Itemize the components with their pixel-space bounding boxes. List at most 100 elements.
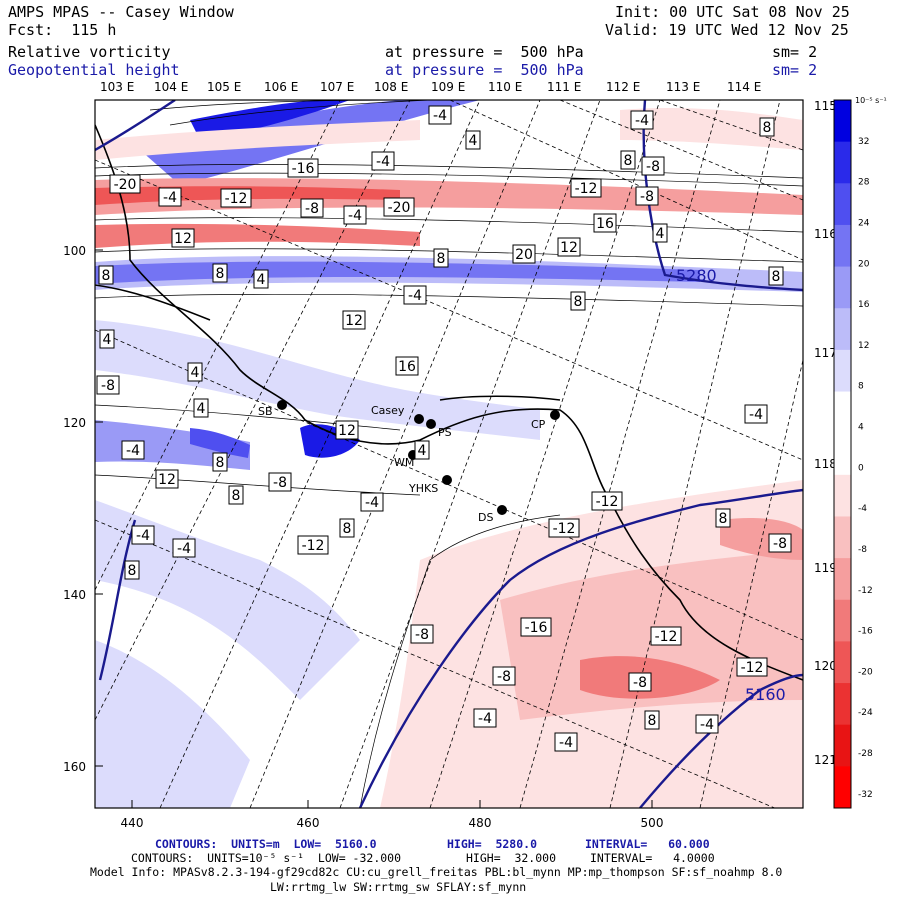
y-tick-labels: 100 120 140 160 [63,244,86,774]
svg-text:8: 8 [624,153,633,169]
colorbar-swatch [834,308,851,351]
svg-text:16: 16 [398,359,416,375]
vorticity-contour-label: -16 [287,158,319,178]
vorticity-contour-label: -8 [268,472,292,492]
colorbar-label: -16 [858,627,873,637]
svg-text:-4: -4 [126,443,140,459]
vorticity-contour-label: 4 [193,398,209,418]
station-label: WM [394,456,414,469]
footer-height-high: HIGH= 5280.0 [447,837,538,851]
vorticity-contour-label: -4 [744,404,768,424]
svg-text:-4: -4 [348,208,362,224]
vorticity-contour-label: -4 [473,708,497,728]
vorticity-contour-label: 12 [335,420,359,440]
field2-name: Geopotential height [8,61,180,79]
vorticity-contour-label: -12 [736,657,768,677]
coastline [95,124,803,681]
colorbar-swatch [834,516,851,559]
svg-text:-4: -4 [478,711,492,727]
vorticity-contour-label: -4 [360,492,384,512]
svg-text:-4: -4 [749,407,763,423]
svg-text:8: 8 [719,511,728,527]
vorticity-contour-label: 8 [768,266,784,286]
svg-text:8: 8 [763,120,772,136]
colorbar-label: 4 [858,423,864,433]
vorticity-contour-label: -4 [630,110,654,130]
svg-text:-16: -16 [525,620,548,636]
vorticity-contour-label: 16 [593,213,617,233]
colorbar-label: 24 [858,218,870,228]
vorticity-contour-label: 8 [212,452,228,472]
height-label: 5160 [745,685,786,704]
vorticity-contour-label: 4 [652,223,668,243]
field1-name: Relative vorticity [8,43,171,61]
vorticity-contour-label: -12 [220,188,252,208]
vorticity-contour-label: -4 [695,714,719,734]
svg-text:-4: -4 [700,717,714,733]
svg-text:-4: -4 [559,735,573,751]
lon-label: 103 E [100,80,134,94]
vorticity-contour-label: 8 [759,117,775,137]
colorbar-swatch [834,224,851,268]
footer-vort-high: HIGH= 32.000 [466,851,557,865]
vorticity-contour-label: 8 [715,508,731,528]
svg-text:12: 12 [174,231,192,247]
vorticity-contour-label: -4 [371,151,395,171]
vorticity-contour-label: -12 [570,178,602,198]
vorticity-contour-label: 8 [228,485,244,505]
svg-text:-4: -4 [163,190,177,206]
svg-text:20: 20 [515,247,533,263]
colorbar-swatch [834,474,851,517]
colorbar-label: 0 [858,463,864,473]
colorbar-label: -20 [858,667,873,677]
svg-text:4: 4 [418,443,427,459]
vorticity-contour-label: 8 [98,265,114,285]
colorbar-swatch [834,266,851,309]
station-label: Casey [371,404,405,417]
vorticity-contour-label: 12 [155,469,179,489]
svg-text:-12: -12 [655,629,678,645]
colorbar-swatch [834,141,851,184]
footer-model-info-2: LW:rrtmg_lw SW:rrtmg_sw SFLAY:sf_mynn [270,880,527,894]
vorticity-contour-label: -4 [554,732,578,752]
vorticity-contour-label: 8 [644,710,660,730]
height-label-layer: 5280 5160 [676,266,786,704]
svg-text:-8: -8 [633,675,647,691]
svg-text:8: 8 [216,266,225,282]
svg-text:-8: -8 [415,627,429,643]
footer-vort-contours: CONTOURS: UNITS=10⁻⁵ s⁻¹ LOW= -32.000 [131,851,402,865]
x-tick-label: 500 [641,816,664,830]
colorbar-frame [833,99,852,809]
footer-vort-interval: INTERVAL= 4.0000 [590,851,715,865]
lon-label: 112 E [606,80,640,94]
lon-label: 106 E [264,80,298,94]
svg-text:-12: -12 [225,191,248,207]
colorbar-swatch [834,349,851,393]
svg-text:12: 12 [158,472,176,488]
colorbar-label: 8 [858,382,864,392]
colorbar-swatch [834,558,851,601]
colorbar-label: 12 [858,341,869,351]
svg-text:8: 8 [216,455,225,471]
vorticity-contour-label: 4 [465,130,481,150]
init-time: Init: 00 UTC Sat 08 Nov 25 [615,3,850,21]
colorbar-swatch [834,391,851,434]
svg-text:4: 4 [257,272,266,288]
vorticity-contour-label: 8 [620,150,636,170]
vorticity-label-layer: -4 4 -4 8 -4 -16 8 -8 -20 -12 -4 -12 -8 -8 -4 -20 16 12 4 8… [96,105,792,752]
lon-label: 111 E [547,80,581,94]
svg-text:-4: -4 [408,288,422,304]
svg-text:12: 12 [345,313,363,329]
svg-text:-4: -4 [177,541,191,557]
svg-text:4: 4 [191,365,200,381]
vorticity-contour-label: -4 [428,105,452,125]
lon-label: 104 E [154,80,188,94]
vorticity-contour-label: -8 [410,624,434,644]
colorbar-label: 20 [858,259,870,269]
svg-text:-4: -4 [365,495,379,511]
svg-text:4: 4 [197,401,206,417]
colorbar-swatch [834,683,851,726]
x-tick-label: 480 [469,816,492,830]
vorticity-contour-label: -8 [635,186,659,206]
station-label: SB [258,405,273,418]
